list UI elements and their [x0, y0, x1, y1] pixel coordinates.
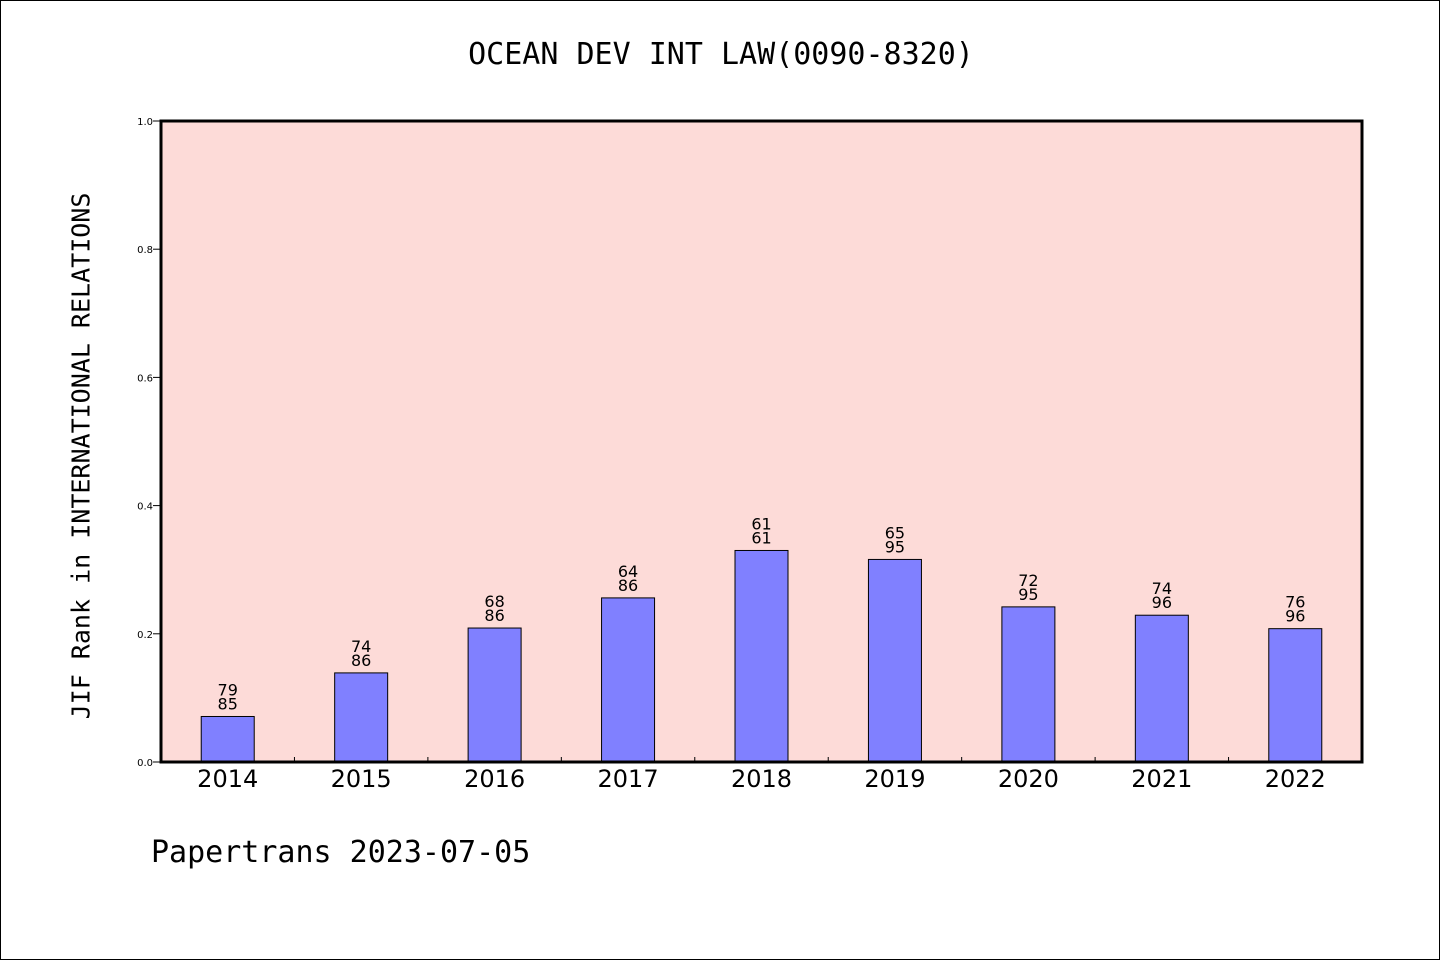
y-tick-label: 0.6: [137, 373, 153, 384]
bar: [1001, 606, 1056, 763]
bar: [601, 597, 656, 763]
bar-annotation-top: 64: [618, 562, 638, 581]
x-tick-label: 2015: [331, 765, 392, 793]
bar-annotation-top: 68: [484, 592, 504, 611]
plot-border: [159, 119, 1364, 764]
bar-annotation-top: 74: [351, 637, 371, 656]
y-tick-label: 1.0: [137, 117, 153, 128]
x-tick-label: 2016: [464, 765, 525, 793]
footer-credit: Papertrans 2023-07-05: [151, 835, 531, 870]
bar-annotation-top: 79: [218, 680, 238, 699]
y-tick-label: 0.8: [137, 245, 153, 256]
x-tick-label: 2018: [731, 765, 792, 793]
bar-annotation-bottom: 96: [1152, 593, 1172, 612]
y-tick-label: 0.0: [137, 758, 153, 769]
bar-annotation-top: 72: [1018, 571, 1038, 590]
bar-annotation-bottom: 86: [618, 576, 638, 595]
bar: [200, 715, 255, 763]
x-tick-label: 2020: [998, 765, 1059, 793]
bar-annotation-top: 76: [1285, 593, 1305, 612]
bar-annotation-bottom: 96: [1285, 607, 1305, 626]
bar-annotation-bottom: 86: [484, 606, 504, 625]
bar-annotation-top: 65: [885, 523, 905, 542]
bar-annotation-bottom: 61: [751, 528, 771, 547]
y-tick-label: 0.2: [137, 630, 153, 641]
bar: [467, 627, 522, 763]
bar: [334, 672, 389, 763]
bar-annotation-bottom: 95: [1018, 585, 1038, 604]
x-tick-label: 2017: [598, 765, 659, 793]
bar-annotation-top: 74: [1152, 579, 1172, 598]
bar-annotation-bottom: 95: [885, 537, 905, 556]
bar: [1134, 614, 1189, 763]
x-tick-label: 2019: [864, 765, 925, 793]
chart-title: OCEAN DEV INT LAW(0090-8320): [468, 37, 974, 72]
x-tick-label: 2021: [1131, 765, 1192, 793]
bar: [867, 558, 922, 763]
bar-annotation-top: 61: [751, 514, 771, 533]
x-tick-label: 2014: [197, 765, 258, 793]
bar-annotation-bottom: 85: [218, 694, 238, 713]
bar: [734, 549, 789, 763]
x-tick-label: 2022: [1265, 765, 1326, 793]
y-tick-label: 0.4: [137, 502, 153, 513]
bar-annotation-bottom: 86: [351, 651, 371, 670]
bar: [1268, 628, 1323, 763]
